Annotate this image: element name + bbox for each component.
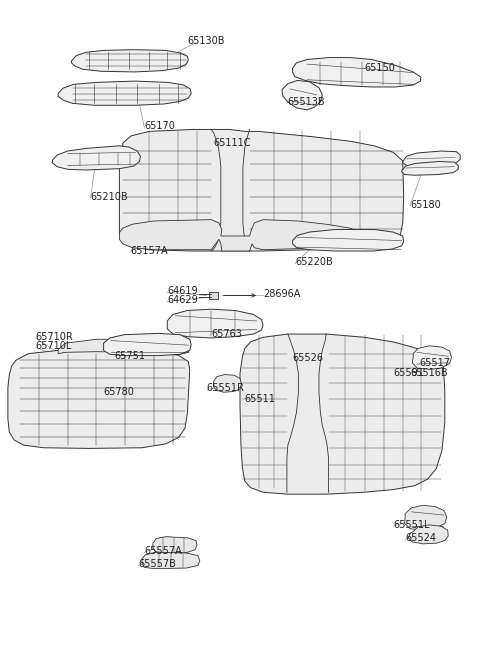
Polygon shape: [167, 309, 263, 338]
Text: 65751: 65751: [115, 351, 145, 362]
Text: 65516B: 65516B: [410, 368, 447, 378]
Text: 65551R: 65551R: [206, 383, 244, 393]
Polygon shape: [142, 552, 200, 569]
Polygon shape: [282, 81, 323, 110]
Polygon shape: [402, 162, 458, 175]
Polygon shape: [58, 339, 190, 355]
Text: 65511: 65511: [245, 394, 276, 404]
Text: 28696A: 28696A: [263, 289, 300, 299]
Polygon shape: [58, 81, 191, 105]
Polygon shape: [240, 334, 445, 494]
Text: 65220B: 65220B: [295, 257, 333, 267]
Text: 65591: 65591: [393, 368, 424, 378]
Text: 65710L: 65710L: [35, 341, 72, 351]
Circle shape: [377, 413, 390, 432]
Circle shape: [256, 411, 274, 434]
Polygon shape: [408, 525, 448, 544]
Text: 65517: 65517: [420, 358, 450, 369]
Text: 65551L: 65551L: [393, 520, 430, 530]
Polygon shape: [293, 58, 421, 87]
Polygon shape: [403, 151, 460, 166]
Polygon shape: [153, 536, 197, 553]
Polygon shape: [214, 375, 241, 392]
Text: 64619: 64619: [167, 286, 198, 296]
Text: 65557A: 65557A: [144, 546, 182, 556]
Polygon shape: [412, 346, 452, 369]
Polygon shape: [120, 130, 404, 251]
Circle shape: [401, 437, 414, 454]
Text: 65150: 65150: [364, 63, 396, 73]
Polygon shape: [104, 333, 191, 356]
Polygon shape: [405, 505, 447, 530]
Text: 65710R: 65710R: [35, 331, 73, 342]
Circle shape: [347, 422, 362, 443]
Circle shape: [258, 455, 272, 475]
Polygon shape: [120, 219, 364, 251]
Polygon shape: [273, 339, 323, 373]
Text: 65763: 65763: [211, 329, 242, 339]
Bar: [411, 364, 422, 373]
Polygon shape: [72, 50, 188, 72]
Text: 65210B: 65210B: [91, 192, 128, 202]
Text: 65111C: 65111C: [214, 138, 251, 147]
Text: 65130B: 65130B: [187, 36, 225, 47]
Text: 65557B: 65557B: [139, 559, 177, 569]
Text: 65157A: 65157A: [130, 246, 168, 256]
Polygon shape: [8, 350, 190, 449]
Polygon shape: [52, 146, 141, 170]
Text: 65513B: 65513B: [287, 97, 324, 107]
Text: 65180: 65180: [410, 200, 441, 210]
Text: 65526: 65526: [293, 353, 324, 364]
Polygon shape: [293, 229, 404, 251]
Bar: [209, 291, 218, 299]
Text: 65524: 65524: [405, 533, 436, 543]
Text: 65780: 65780: [104, 386, 134, 396]
Text: 65170: 65170: [144, 121, 175, 131]
Text: 64629: 64629: [167, 295, 198, 305]
